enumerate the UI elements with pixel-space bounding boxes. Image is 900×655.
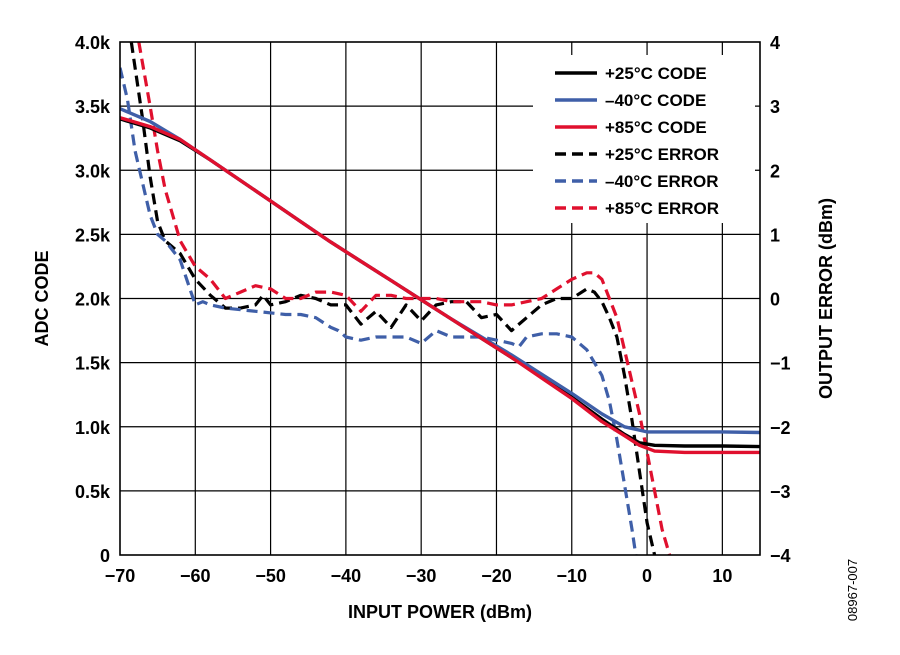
y2-tick-label: 1 [770, 225, 780, 245]
x-tick-label: 10 [712, 566, 732, 586]
y-axis-ticks: 0 0.5k 1.0k 1.5k 2.0k 2.5k 3.0k 3.5k 4.0k [75, 33, 111, 566]
y2-tick-label: 0 [770, 290, 780, 310]
y2-tick-label: −4 [770, 546, 791, 566]
series-line [120, 67, 638, 555]
x-tick-label: −70 [105, 566, 136, 586]
y-tick-label: 4.0k [75, 33, 111, 53]
y2-tick-label: −1 [770, 354, 791, 374]
x-tick-label: 0 [642, 566, 652, 586]
y-axis-title: ADC CODE [32, 250, 52, 346]
plot-frame [119, 41, 761, 556]
figure-id: 08967-007 [845, 559, 860, 621]
y-tick-label: 1.5k [75, 354, 111, 374]
x-tick-label: −10 [556, 566, 587, 586]
y-tick-label: 2.5k [75, 225, 111, 245]
y-tick-label: 3.5k [75, 97, 111, 117]
legend-label: +25°C CODE [605, 64, 707, 83]
y-tick-label: 0 [100, 546, 110, 566]
legend-background [533, 55, 755, 223]
y-tick-label: 1.0k [75, 418, 111, 438]
y2-tick-label: 4 [770, 33, 780, 53]
y2-axis-ticks: −4 −3 −2 −1 0 1 2 3 4 [770, 33, 791, 566]
y-tick-label: 3.0k [75, 161, 111, 181]
y-tick-label: 2.0k [75, 290, 111, 310]
y2-tick-label: 3 [770, 97, 780, 117]
y2-tick-label: −2 [770, 418, 791, 438]
series-line [120, 116, 760, 455]
y-tick-label: 0.5k [75, 482, 111, 502]
legend: +25°C CODE –40°C CODE +85°C CODE +25°C ERRO… [555, 64, 719, 218]
x-tick-label: −40 [331, 566, 362, 586]
x-tick-label: −60 [180, 566, 211, 586]
x-tick-label: −30 [406, 566, 437, 586]
y2-tick-label: 2 [770, 161, 780, 181]
series-layer [120, 42, 760, 555]
series-line [129, 42, 657, 555]
x-tick-label: −20 [481, 566, 512, 586]
legend-label: +85°C ERROR [605, 199, 719, 218]
legend-label: +25°C ERROR [605, 145, 719, 164]
legend-label: –40°C ERROR [605, 172, 719, 191]
legend-label: +85°C CODE [605, 118, 707, 137]
x-tick-label: −50 [255, 566, 286, 586]
series-line [137, 42, 672, 555]
x-axis-ticks: −70 −60 −50 −40 −30 −20 −10 0 10 [105, 566, 733, 586]
y2-axis-title: OUTPUT ERROR (dBm) [816, 198, 836, 399]
legend-label: –40°C CODE [605, 91, 706, 110]
x-axis-title: INPUT POWER (dBm) [348, 602, 532, 622]
y2-tick-label: −3 [770, 482, 791, 502]
